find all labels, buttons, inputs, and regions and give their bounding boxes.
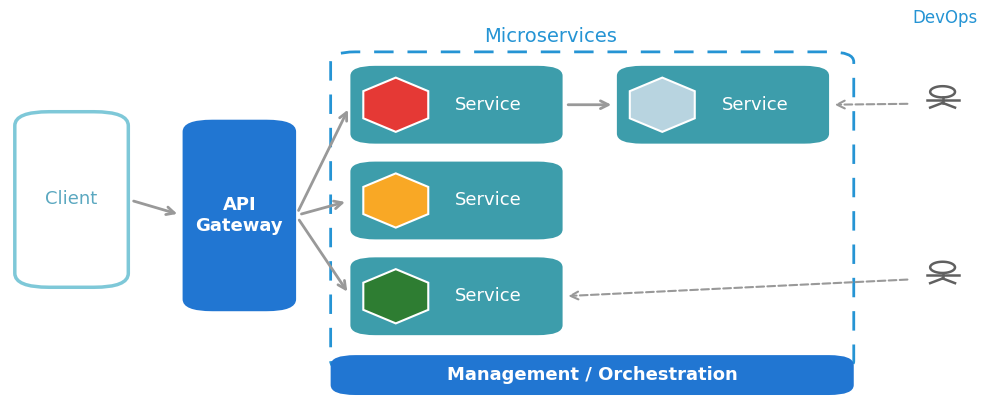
Polygon shape	[363, 269, 428, 323]
Text: DevOps: DevOps	[911, 9, 976, 27]
FancyBboxPatch shape	[350, 66, 562, 144]
Text: Service: Service	[721, 96, 788, 114]
Polygon shape	[363, 77, 428, 132]
Text: Management / Orchestration: Management / Orchestration	[447, 366, 737, 384]
FancyBboxPatch shape	[350, 162, 562, 239]
Text: Client: Client	[45, 190, 98, 209]
Polygon shape	[363, 173, 428, 227]
Text: Service: Service	[455, 192, 522, 209]
Text: Service: Service	[455, 287, 522, 305]
Text: Service: Service	[455, 96, 522, 114]
Text: API
Gateway: API Gateway	[195, 196, 283, 235]
Polygon shape	[629, 77, 694, 132]
Text: Microservices: Microservices	[483, 27, 616, 46]
FancyBboxPatch shape	[616, 66, 828, 144]
FancyBboxPatch shape	[182, 120, 296, 311]
FancyBboxPatch shape	[350, 257, 562, 335]
FancyBboxPatch shape	[330, 355, 853, 395]
FancyBboxPatch shape	[15, 112, 128, 287]
